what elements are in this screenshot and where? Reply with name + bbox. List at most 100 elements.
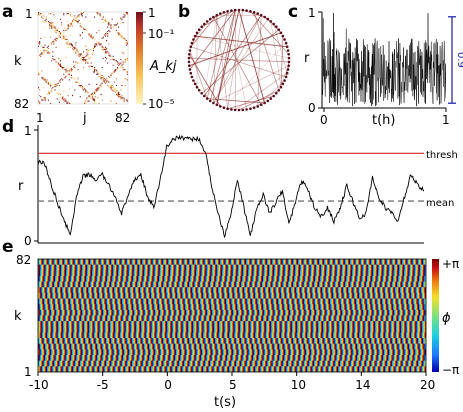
panel-a-cell (47, 13, 49, 15)
panel-e-cell (294, 259, 296, 265)
panel-e-cell (268, 264, 270, 271)
panel-e-cell (96, 281, 97, 288)
panel-e-cell (120, 259, 122, 265)
panel-e-cell (37, 287, 38, 293)
panel-e-cell (414, 270, 416, 277)
panel-e-cell (346, 275, 348, 282)
panel-a-cell (112, 58, 114, 60)
panel-e-cell (41, 264, 43, 271)
panel-e-cell (407, 264, 409, 271)
panel-a-cell (118, 91, 120, 93)
panel-e-cell (216, 281, 218, 288)
panel-e-cell (117, 259, 119, 265)
panel-a-cell (104, 51, 107, 53)
panel-e-cell (329, 275, 331, 282)
panel-e-cell (173, 275, 175, 282)
panel-e-cell (39, 281, 41, 288)
panel-e-cell (221, 264, 222, 271)
panel-e-cell (308, 281, 310, 288)
panel-a-cell (41, 99, 43, 101)
panel-e-cell (308, 281, 309, 288)
panel-e-cell (409, 259, 411, 265)
panel-e-cell (126, 259, 128, 265)
panel-e-cell (429, 287, 430, 293)
panel-e-cell (427, 265, 428, 271)
panel-a-cell (78, 82, 80, 84)
panel-b-node (263, 101, 266, 105)
panel-e-cell (349, 275, 351, 282)
panel-e-cell (231, 259, 233, 265)
panel-e-cell (301, 281, 303, 288)
panel-e-cell (168, 270, 169, 277)
panel-e-cell (103, 275, 105, 282)
panel-e-cell (319, 264, 321, 271)
panel-e-cell (117, 264, 118, 271)
panel-e-cell (35, 287, 36, 293)
panel-e-cell (116, 275, 118, 282)
panel-e-cell (55, 259, 57, 265)
panel-e-cell (421, 281, 422, 288)
panel-e-cell (332, 259, 334, 265)
panel-d-thresh-label: thresh (426, 150, 458, 161)
panel-e-cell (32, 276, 33, 282)
panel-e-cell (317, 264, 319, 271)
panel-e-cell (201, 275, 203, 282)
panel-a-cell (55, 29, 57, 32)
panel-c-label: c (288, 2, 298, 22)
panel-e-cell (250, 275, 252, 282)
panel-a-cell (88, 19, 90, 21)
panel-e-cell (257, 270, 259, 277)
panel-a-cell (57, 37, 59, 39)
panel-e-cell (344, 275, 346, 282)
panel-e-cell (267, 264, 269, 271)
panel-e-cell (50, 264, 52, 271)
panel-e-cell (393, 270, 394, 277)
panel-e-cell (350, 281, 352, 288)
panel-a-cell (117, 32, 119, 34)
panel-e-cell (265, 275, 267, 282)
panel-a-cell (63, 98, 65, 100)
panel-e-cell (228, 270, 230, 277)
panel-e-cell (307, 270, 309, 277)
panel-e-cell (63, 270, 65, 277)
panel-a-cell (88, 58, 90, 60)
panel-e-cell (339, 270, 340, 277)
panel-a-cell (124, 18, 126, 20)
panel-a-cell (107, 84, 109, 87)
panel-a-cell (111, 87, 113, 89)
panel-e-cell (169, 264, 171, 271)
panel-a-cell (47, 47, 49, 50)
panel-e-cell (246, 259, 248, 265)
panel-e-cell (247, 270, 249, 277)
panel-e-cell (305, 270, 307, 277)
panel-a-cell (101, 18, 103, 20)
panel-e-cell (341, 259, 342, 265)
panel-e-cell (223, 264, 225, 271)
panel-e-cell (68, 264, 70, 271)
panel-e-cell (233, 264, 235, 271)
panel-e-cell (83, 270, 85, 277)
panel-c-xtick-left: 0 (320, 113, 328, 127)
panel-a-cell (125, 58, 127, 60)
panel-e-cell (178, 281, 179, 288)
panel-e-cell (373, 264, 374, 271)
panel-e-cell (83, 281, 85, 288)
panel-e-cell (313, 264, 315, 271)
panel-e-cell (241, 270, 243, 277)
panel-e-cell (138, 275, 140, 282)
panel-a-cell (112, 59, 114, 61)
panel-e-cell (407, 281, 409, 288)
panel-e-cell (88, 275, 89, 282)
panel-a-cell (88, 33, 90, 35)
panel-b-node (284, 75, 288, 79)
panel-a-cell (115, 51, 118, 53)
panel-e-cell (417, 275, 418, 282)
panel-b-node (203, 22, 206, 26)
panel-e-cell (122, 281, 124, 288)
panel-e-cell (224, 270, 225, 277)
panel-e-cell (36, 265, 37, 271)
panel-e-cell (130, 264, 131, 271)
panel-e-cell (116, 275, 117, 282)
panel-e-cell (376, 264, 378, 271)
panel-e-cell (49, 281, 51, 288)
